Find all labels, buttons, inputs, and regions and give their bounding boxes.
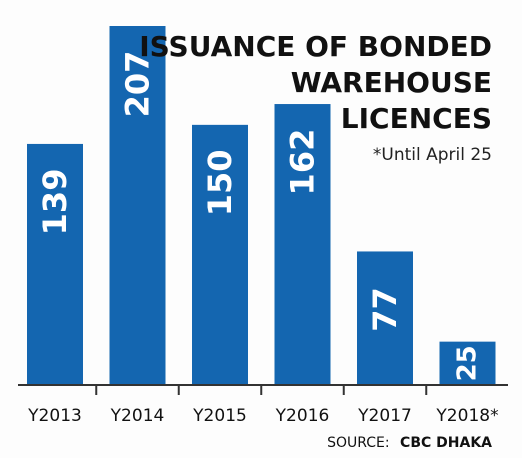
x-tick-label: Y2013 — [27, 406, 82, 426]
bar-value-label: 77 — [366, 287, 404, 332]
bar-value-label: 150 — [201, 149, 239, 216]
bars-layer: 139 207 150 162 77 25 — [27, 26, 496, 385]
x-tick-label: Y2018* — [435, 406, 498, 426]
chart-subtitle: *Until April 25 — [373, 145, 492, 165]
bar-y2016 — [274, 104, 331, 385]
bar-value-label: 207 — [119, 51, 157, 118]
bar-y2014 — [109, 26, 166, 385]
bar-value-label: 25 — [453, 345, 483, 381]
x-tick-label: Y2015 — [192, 406, 247, 426]
bar-y2018 — [439, 341, 496, 385]
bar-value-label: 162 — [284, 129, 322, 196]
source-note: SOURCE: CBC DHAKA — [327, 435, 492, 451]
chart-title-line-3: LICENCES — [341, 102, 492, 135]
chart-title-line-1: ISSUANCE OF BONDED — [139, 30, 492, 63]
ticks-layer: Y2013 Y2014 Y2015 Y2016 Y2017 Y2018* — [27, 385, 499, 426]
x-tick-label: Y2014 — [110, 406, 165, 426]
bar-value-label: 139 — [36, 169, 74, 236]
bar-y2013 — [27, 143, 83, 385]
bar-y2015 — [192, 124, 248, 385]
x-tick-label: Y2017 — [357, 406, 412, 426]
bar-y2017 — [357, 251, 413, 385]
source-name: CBC DHAKA — [400, 435, 492, 451]
x-tick-label: Y2016 — [275, 406, 330, 426]
source-label: SOURCE: — [327, 435, 390, 451]
chart-title-line-2: WAREHOUSE — [291, 66, 492, 99]
